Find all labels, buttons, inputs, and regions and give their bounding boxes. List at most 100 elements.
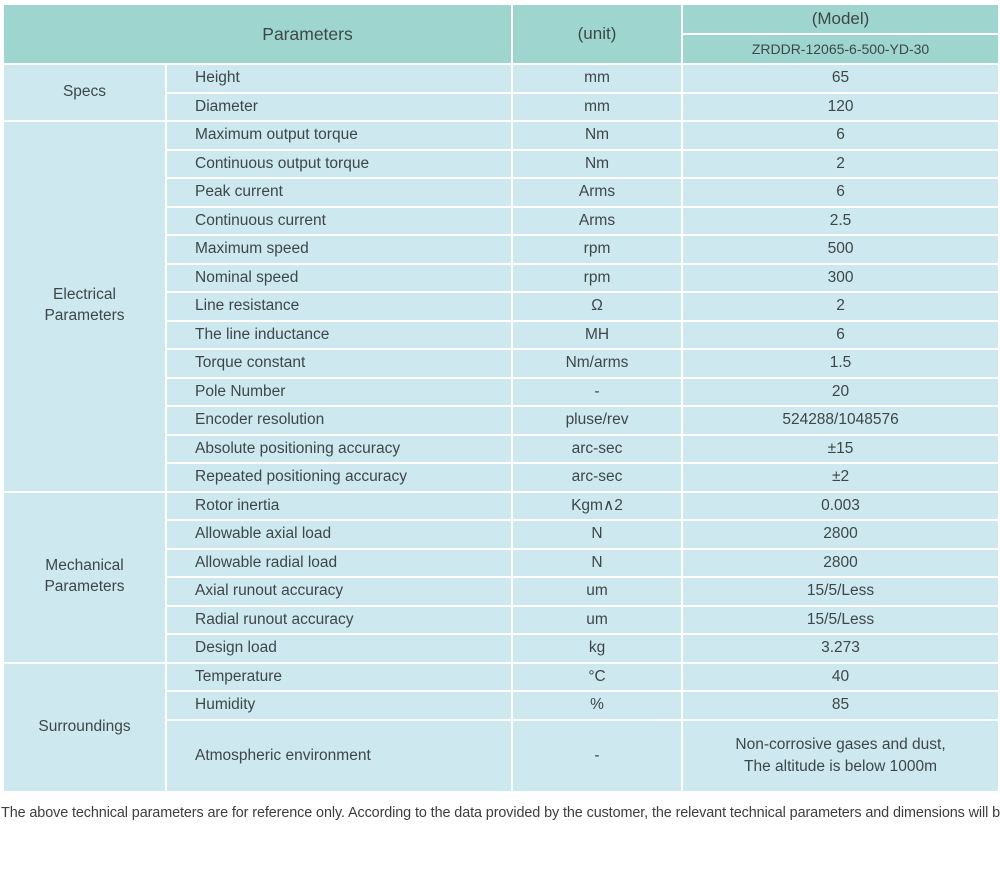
param-name-cell: Radial runout accuracy — [164, 604, 514, 635]
param-name-cell: Maximum speed — [164, 234, 514, 265]
param-name-cell: Atmospheric environment — [164, 718, 514, 793]
param-name-cell: Peak current — [164, 177, 514, 208]
table-row: The line inductance MH 6 — [3, 319, 1000, 350]
table-row: Repeated positioning accuracy arc-sec ±2 — [3, 462, 1000, 493]
group-cell-mechanical-parameters: Mechanical Parameters — [2, 490, 167, 664]
param-name-cell: Allowable axial load — [164, 519, 514, 550]
value-cell: 6 — [681, 177, 1000, 208]
unit-cell: arc-sec — [511, 462, 684, 493]
value-cell: 500 — [681, 234, 1000, 265]
value-cell: 40 — [681, 661, 1000, 692]
unit-cell: Arms — [511, 177, 684, 208]
footnote: The above technical parameters are for r… — [1, 804, 1000, 821]
table-row: Line resistance Ω 2 — [3, 291, 1000, 322]
table-row: Maximum speed rpm 500 — [3, 234, 1000, 265]
unit-cell: - — [511, 718, 684, 793]
unit-cell: MH — [511, 319, 684, 350]
unit-cell: kg — [511, 633, 684, 664]
param-name-cell: Allowable radial load — [164, 547, 514, 578]
table-row: Continuous output torque Nm 2 — [3, 148, 1000, 179]
spec-sheet: Parameters (unit) (Model) ZRDDR-12065-6-… — [0, 3, 1000, 821]
param-name-cell: Torque constant — [164, 348, 514, 379]
value-cell: ±15 — [681, 433, 1000, 464]
table-row: Allowable axial load N 2800 — [3, 519, 1000, 550]
unit-cell: Kgm∧2 — [511, 490, 684, 521]
param-name-cell: Encoder resolution — [164, 405, 514, 436]
table-row: Specs Height mm 65 — [2, 63, 1000, 122]
table-row: Allowable radial load N 2800 — [3, 547, 1000, 578]
param-name-cell: Temperature — [164, 661, 514, 692]
group-cell-specs: Specs — [2, 63, 167, 122]
unit-cell: mm — [511, 63, 684, 94]
value-cell: 3.273 — [681, 633, 1000, 664]
header-subrow: ZRDDR-12065-6-500-YD-30 — [3, 33, 1000, 65]
value-cell: 120 — [681, 91, 1000, 122]
value-cell: 65 — [681, 63, 1000, 94]
table-row: Surroundings Temperature °C 40 — [2, 661, 1000, 793]
value-cell: 0.003 — [681, 490, 1000, 521]
param-name-cell: Repeated positioning accuracy — [164, 462, 514, 493]
table-row: Continuous current Arms 2.5 — [3, 205, 1000, 236]
unit-header: (unit) — [511, 3, 684, 65]
unit-cell: Nm — [511, 148, 684, 179]
table-row: Pole Number - 20 — [3, 376, 1000, 407]
table-row: Electrical Parameters Maximum output tor… — [2, 120, 1000, 493]
table-header: Parameters (unit) (Model) ZRDDR-12065-6-… — [1, 3, 1000, 65]
unit-cell: Arms — [511, 205, 684, 236]
unit-cell: N — [511, 547, 684, 578]
parameters-header: Parameters — [1, 3, 514, 65]
header-row: Parameters (unit) (Model) — [1, 3, 1000, 65]
group-cell-surroundings: Surroundings — [2, 661, 167, 793]
table-row: Encoder resolution pluse/rev 524288/1048… — [3, 405, 1000, 436]
unit-cell: % — [511, 690, 684, 721]
value-cell: 2 — [681, 291, 1000, 322]
value-cell: 85 — [681, 690, 1000, 721]
param-name-cell: Maximum output torque — [164, 120, 514, 151]
param-name-cell: Design load — [164, 633, 514, 664]
value-cell: 2800 — [681, 547, 1000, 578]
unit-cell: um — [511, 576, 684, 607]
unit-cell: um — [511, 604, 684, 635]
param-name-cell: The line inductance — [164, 319, 514, 350]
table-row: Torque constant Nm/arms 1.5 — [3, 348, 1000, 379]
table-row: Atmospheric environment - Non-corrosive … — [3, 718, 1000, 793]
value-cell: 6 — [681, 319, 1000, 350]
unit-cell: - — [511, 376, 684, 407]
value-cell: 2 — [681, 148, 1000, 179]
value-cell: 15/5/Less — [681, 604, 1000, 635]
model-header: (Model) — [681, 3, 1000, 35]
model-number: ZRDDR-12065-6-500-YD-30 — [681, 33, 1000, 65]
value-cell: 1.5 — [681, 348, 1000, 379]
unit-cell: pluse/rev — [511, 405, 684, 436]
unit-cell: N — [511, 519, 684, 550]
unit-cell: mm — [511, 91, 684, 122]
param-name-cell: Height — [164, 63, 514, 94]
unit-cell: Ω — [511, 291, 684, 322]
unit-cell: Nm/arms — [511, 348, 684, 379]
param-name-cell: Diameter — [164, 91, 514, 122]
param-name-cell: Humidity — [164, 690, 514, 721]
parameters-table: Parameters (unit) (Model) ZRDDR-12065-6-… — [1, 3, 1000, 793]
value-cell: ±2 — [681, 462, 1000, 493]
value-cell: 2.5 — [681, 205, 1000, 236]
table-row: Absolute positioning accuracy arc-sec ±1… — [3, 433, 1000, 464]
value-cell: 524288/1048576 — [681, 405, 1000, 436]
param-name-cell: Nominal speed — [164, 262, 514, 293]
table-row: Mechanical Parameters Rotor inertia Kgm∧… — [2, 490, 1000, 664]
group-cell-electrical-parameters: Electrical Parameters — [2, 120, 167, 493]
value-cell: 15/5/Less — [681, 576, 1000, 607]
unit-cell: Nm — [511, 120, 684, 151]
value-cell: Non-corrosive gases and dust, The altitu… — [681, 718, 1000, 793]
value-cell: 2800 — [681, 519, 1000, 550]
value-cell: 20 — [681, 376, 1000, 407]
param-name-cell: Rotor inertia — [164, 490, 514, 521]
param-name-cell: Pole Number — [164, 376, 514, 407]
param-name-cell: Absolute positioning accuracy — [164, 433, 514, 464]
param-name-cell: Continuous output torque — [164, 148, 514, 179]
param-name-cell: Axial runout accuracy — [164, 576, 514, 607]
table-row: Humidity % 85 — [3, 690, 1000, 721]
value-cell: 6 — [681, 120, 1000, 151]
unit-cell: rpm — [511, 262, 684, 293]
unit-cell: rpm — [511, 234, 684, 265]
table-row: Diameter mm 120 — [3, 91, 1000, 122]
